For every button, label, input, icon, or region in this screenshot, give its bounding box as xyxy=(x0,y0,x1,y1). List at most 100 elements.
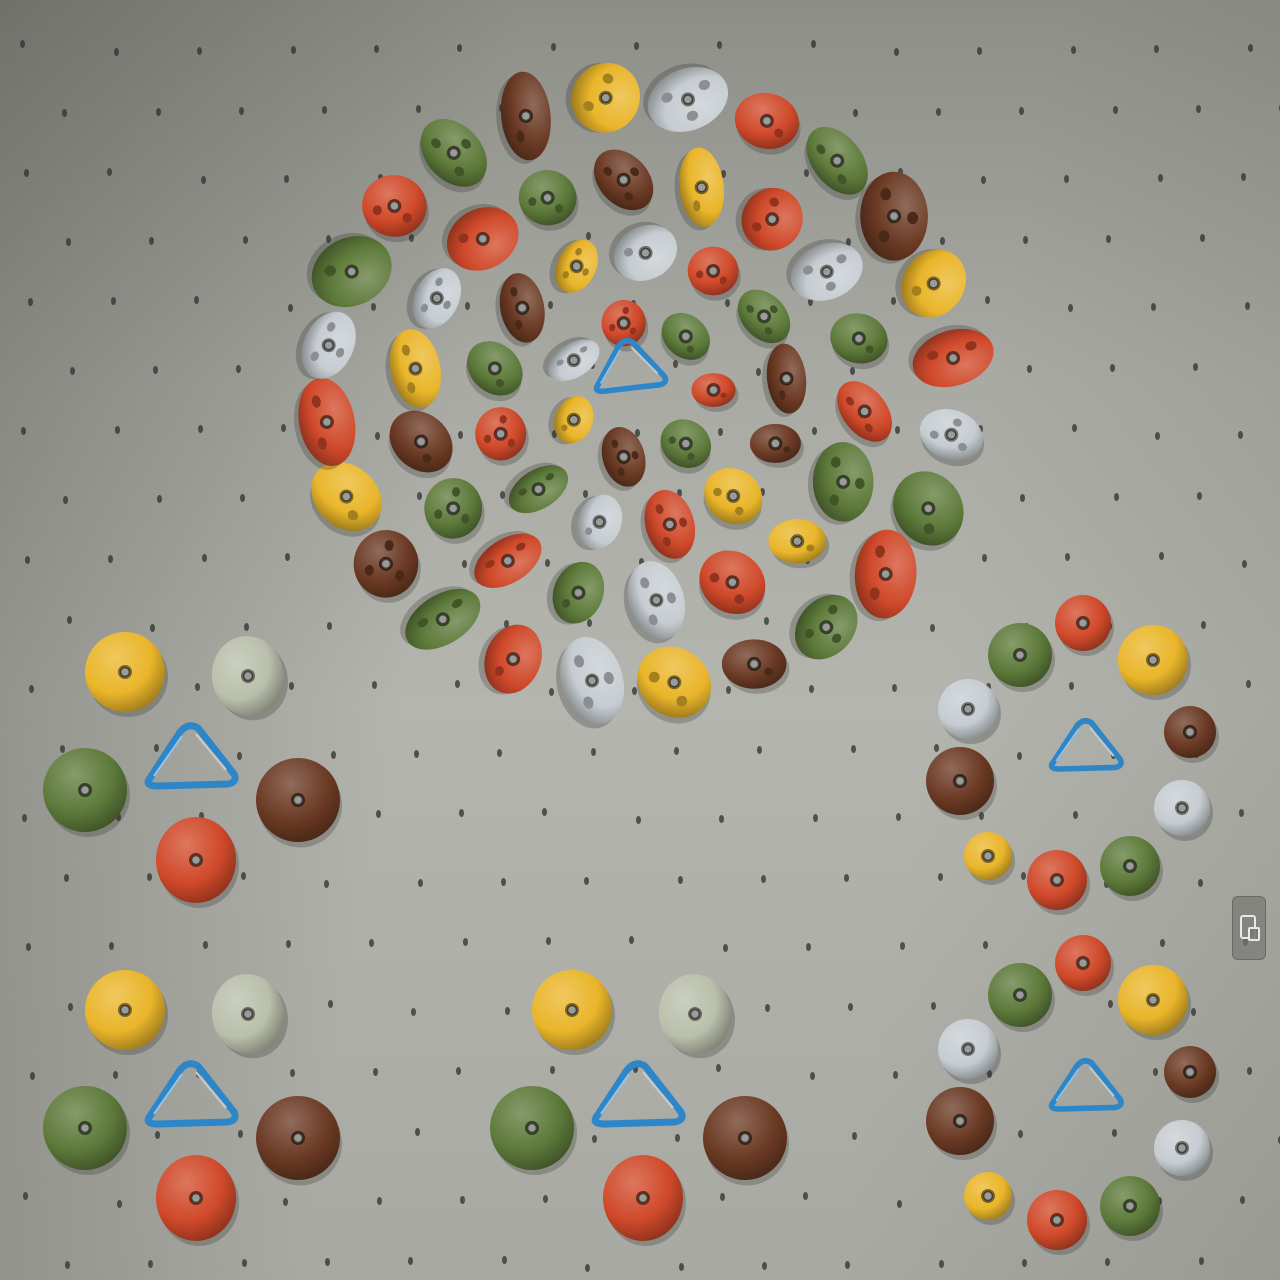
climbing-hold xyxy=(830,313,890,370)
wall-bolt-hole xyxy=(981,176,986,184)
wall-bolt-hole xyxy=(1238,431,1243,439)
wall-bolt-hole xyxy=(677,489,682,497)
climbing-hold xyxy=(465,341,523,402)
wall-bolt-hole xyxy=(459,809,464,817)
wall-bolt-hole xyxy=(194,296,199,304)
climbing-hold xyxy=(698,550,766,620)
climbing-hold xyxy=(807,442,874,525)
wall-bolt-hole xyxy=(455,680,460,688)
climbing-hold xyxy=(609,221,678,281)
wall-bolt-hole xyxy=(639,558,644,566)
wall-bolt-hole xyxy=(587,619,592,627)
wall-bolt-hole xyxy=(418,879,423,887)
climbing-hold xyxy=(660,419,712,474)
climbing-hold xyxy=(623,561,686,644)
wall-bolt-hole xyxy=(408,1257,413,1265)
wall-bolt-hole xyxy=(326,235,331,243)
wall-bolt-hole xyxy=(852,1132,857,1140)
wall-bolt-hole xyxy=(28,298,33,306)
climbing-hold xyxy=(1118,625,1191,700)
wall-bolt-hole xyxy=(675,1134,680,1142)
climbing-hold xyxy=(565,62,640,133)
wall-bolt-hole xyxy=(414,750,419,758)
climbing-hold xyxy=(640,489,696,564)
climbing-hold xyxy=(926,747,997,820)
wall-bolt-hole xyxy=(284,175,289,183)
climbing-hold xyxy=(211,974,288,1059)
wall-bolt-hole xyxy=(803,1192,808,1200)
climbing-hold xyxy=(721,639,790,694)
wall-bolt-hole xyxy=(202,554,207,562)
wall-bolt-hole xyxy=(1114,493,1119,501)
wall-bolt-hole xyxy=(717,41,722,49)
wall-bolt-hole xyxy=(762,1262,767,1270)
wall-bolt-hole xyxy=(591,748,596,756)
climbing-hold xyxy=(964,1172,1015,1225)
climbing-hold xyxy=(988,623,1055,692)
climbing-hold xyxy=(503,462,569,514)
wall-bolt-hole xyxy=(806,943,811,951)
wall-bolt-hole xyxy=(21,427,26,435)
wall-bolt-hole xyxy=(197,47,202,55)
climbing-hold xyxy=(1027,850,1090,915)
wall-bolt-hole xyxy=(936,108,941,116)
wall-bolt-hole xyxy=(891,297,896,305)
wall-bolt-hole xyxy=(542,808,547,816)
wall-bolt-hole xyxy=(893,1071,898,1079)
wall-bolt-hole xyxy=(26,943,31,951)
climbing-hold xyxy=(424,478,485,544)
wall-bolt-hole xyxy=(1021,872,1026,880)
climbing-hold xyxy=(919,409,984,467)
wall-bolt-hole xyxy=(195,683,200,691)
wall-bolt-hole xyxy=(718,428,723,436)
wall-bolt-hole xyxy=(113,1071,118,1079)
climbing-hold xyxy=(85,632,168,717)
climbing-hold xyxy=(406,268,462,329)
wall-bolt-hole xyxy=(930,624,935,632)
climbing-hold xyxy=(353,530,421,603)
carabiner xyxy=(144,722,239,790)
wall-bolt-hole xyxy=(239,107,244,115)
climbing-hold xyxy=(835,381,892,448)
climbing-hold xyxy=(306,232,392,308)
wall-bolt-hole xyxy=(1113,106,1118,114)
wall-bolt-hole xyxy=(900,942,905,950)
wall-bolt-hole xyxy=(504,620,509,628)
wall-bolt-hole xyxy=(1112,1129,1117,1137)
climbing-hold xyxy=(295,311,356,380)
wall-bolt-hole xyxy=(898,168,903,176)
climbing-hold xyxy=(256,758,343,848)
wall-bolt-hole xyxy=(331,751,336,759)
wall-bolt-hole xyxy=(291,46,296,54)
climbing-hold xyxy=(385,329,441,412)
climbing-hold xyxy=(1154,780,1213,841)
climbing-hold xyxy=(475,407,529,466)
wall-bolt-hole xyxy=(1022,1259,1027,1267)
climbing-hold xyxy=(592,149,654,216)
wall-bolt-hole xyxy=(549,688,554,696)
wall-bolt-hole xyxy=(155,1131,160,1139)
wall-bolt-hole xyxy=(109,942,114,950)
wall-bolt-hole xyxy=(281,424,286,432)
screen-overlay-icon[interactable] xyxy=(1232,896,1266,960)
wall-bolt-hole xyxy=(552,430,557,438)
wall-bolt-hole xyxy=(716,1064,721,1072)
climbing-hold xyxy=(1100,836,1163,901)
climbing-hold xyxy=(495,273,545,347)
wall-bolt-hole xyxy=(1071,46,1076,54)
wall-bolt-hole xyxy=(760,488,765,496)
wall-bolt-hole xyxy=(327,622,332,630)
wall-bolt-hole xyxy=(987,1070,992,1078)
wall-bolt-hole xyxy=(1201,621,1206,629)
wall-bolt-hole xyxy=(116,813,121,821)
wall-bolt-hole xyxy=(584,877,589,885)
climbing-hold xyxy=(43,748,130,837)
wall-bolt-hole xyxy=(324,880,329,888)
wall-bolt-hole xyxy=(66,238,71,246)
climbing-hold xyxy=(478,624,542,695)
wall-bolt-hole xyxy=(24,169,29,177)
climbing-hold xyxy=(855,171,928,264)
wall-bolt-hole xyxy=(240,494,245,502)
climbing-hold xyxy=(388,410,453,479)
